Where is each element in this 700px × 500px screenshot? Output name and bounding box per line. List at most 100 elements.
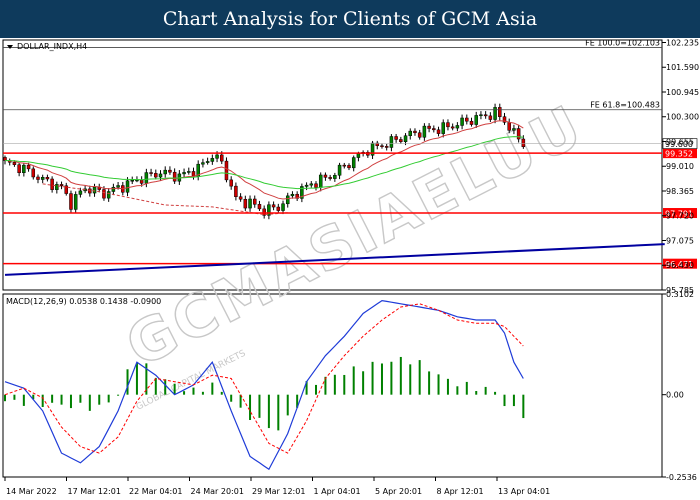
macd-histogram-bar	[475, 391, 478, 395]
candle-down	[347, 165, 351, 169]
candle-up	[422, 125, 427, 138]
candle-down	[252, 198, 257, 205]
candle-up	[474, 115, 478, 125]
candle-up	[135, 179, 139, 182]
candle-down	[243, 198, 248, 209]
macd-histogram-bar	[88, 394, 91, 411]
trendline	[4, 243, 665, 276]
candle-up	[111, 186, 116, 192]
candle-up	[78, 190, 83, 195]
candle-down	[64, 185, 69, 194]
price-panel-frame	[2, 39, 663, 291]
macd-histogram-bar	[371, 361, 374, 395]
macd-histogram-bar	[126, 369, 129, 395]
macd-histogram-bar	[79, 394, 82, 403]
candle-up	[309, 183, 314, 186]
macd-histogram-bar	[239, 394, 242, 408]
candle-up	[479, 114, 483, 116]
candle-up	[460, 117, 464, 126]
candle-up	[300, 186, 304, 199]
level-price-label: 97.791	[665, 210, 693, 219]
macd-histogram-bar	[343, 374, 346, 395]
macd-histogram-bar	[315, 384, 318, 395]
macd-histogram-bar	[296, 394, 299, 408]
candle-down	[432, 128, 436, 131]
macd-histogram-bar	[154, 377, 157, 395]
candle-up	[304, 184, 309, 187]
dropdown-triangle-icon	[7, 45, 13, 49]
candle-down	[276, 206, 281, 211]
macd-histogram-bar	[390, 361, 393, 395]
macd-histogram-bar	[32, 394, 35, 400]
fibonacci-extension-label: FE 100.0=102.103	[585, 39, 660, 48]
candle-down	[26, 164, 31, 170]
candle-down	[446, 122, 450, 128]
candle-up	[248, 198, 252, 209]
candle-up	[106, 191, 111, 199]
candle-down	[384, 146, 389, 148]
macd-histogram-bar	[173, 383, 176, 395]
x-tick-label: 13 Apr 04:01	[498, 487, 550, 496]
candle-up	[403, 135, 408, 142]
candle-up	[389, 136, 394, 148]
level-price-label: 99.352	[665, 150, 693, 159]
candle-up	[40, 177, 45, 180]
macd-histogram-bar	[277, 394, 280, 431]
macd-histogram-bar	[60, 394, 63, 405]
macd-histogram-bar	[286, 394, 289, 416]
macd-y-tick-label: 0.00	[666, 391, 684, 400]
x-tick-label: 1 Apr 04:01	[314, 487, 361, 496]
macd-histogram-bar	[399, 356, 402, 395]
macd-panel-frame	[2, 293, 663, 478]
macd-title: MACD(12,26,9) 0.0538 0.1438 -0.0900	[6, 297, 161, 306]
candle-up	[441, 122, 445, 134]
macd-histogram-bar	[69, 394, 72, 409]
candle-down	[502, 116, 507, 123]
candle-down	[88, 188, 92, 194]
candle-down	[314, 183, 318, 188]
candle-up	[205, 161, 210, 163]
candle-down	[229, 179, 233, 187]
candle-up	[215, 154, 219, 159]
candle-up	[125, 180, 130, 193]
candle-up	[351, 157, 356, 169]
candle-down	[3, 157, 7, 161]
candle-down	[36, 176, 40, 180]
candle-down	[427, 125, 431, 129]
y-tick-label: 99.010	[666, 162, 694, 171]
y-tick-label: 100.300	[666, 113, 699, 122]
candle-down	[436, 129, 441, 134]
candle-up	[290, 193, 295, 197]
banner-title: Chart Analysis for Clients of GCM Asia	[162, 8, 538, 30]
macd-histogram-bar	[267, 394, 270, 429]
x-tick-label: 14 Mar 2022	[6, 487, 57, 496]
candle-up	[210, 158, 215, 162]
macd-histogram-bar	[98, 394, 101, 405]
macd-histogram-bar	[41, 394, 44, 407]
candle-down	[342, 164, 347, 167]
candle-up	[318, 174, 323, 188]
candle-down	[417, 132, 422, 138]
candle-down	[262, 208, 266, 216]
macd-histogram-bar	[465, 381, 468, 395]
y-tick-label: 100.945	[666, 88, 699, 97]
candle-down	[394, 136, 398, 140]
macd-histogram-bar	[220, 391, 223, 395]
y-tick-label: 102.235	[666, 38, 699, 47]
candle-up	[408, 130, 413, 136]
price-chart-title: DOLLAR_INDX,H4	[17, 42, 87, 51]
candle-down	[483, 114, 488, 117]
candle-down	[469, 120, 474, 125]
macd-histogram-bar	[522, 394, 525, 419]
macd-histogram-bar	[503, 394, 506, 407]
candle-down	[257, 204, 262, 210]
macd-histogram-bar	[22, 394, 25, 406]
macd-histogram-bar	[437, 374, 440, 395]
macd-histogram-bar	[135, 362, 138, 395]
candle-up	[55, 184, 59, 190]
y-tick-label: 95.785	[666, 286, 694, 295]
banner	[0, 0, 700, 38]
macd-histogram-bar	[258, 394, 261, 418]
candle-down	[31, 168, 36, 178]
